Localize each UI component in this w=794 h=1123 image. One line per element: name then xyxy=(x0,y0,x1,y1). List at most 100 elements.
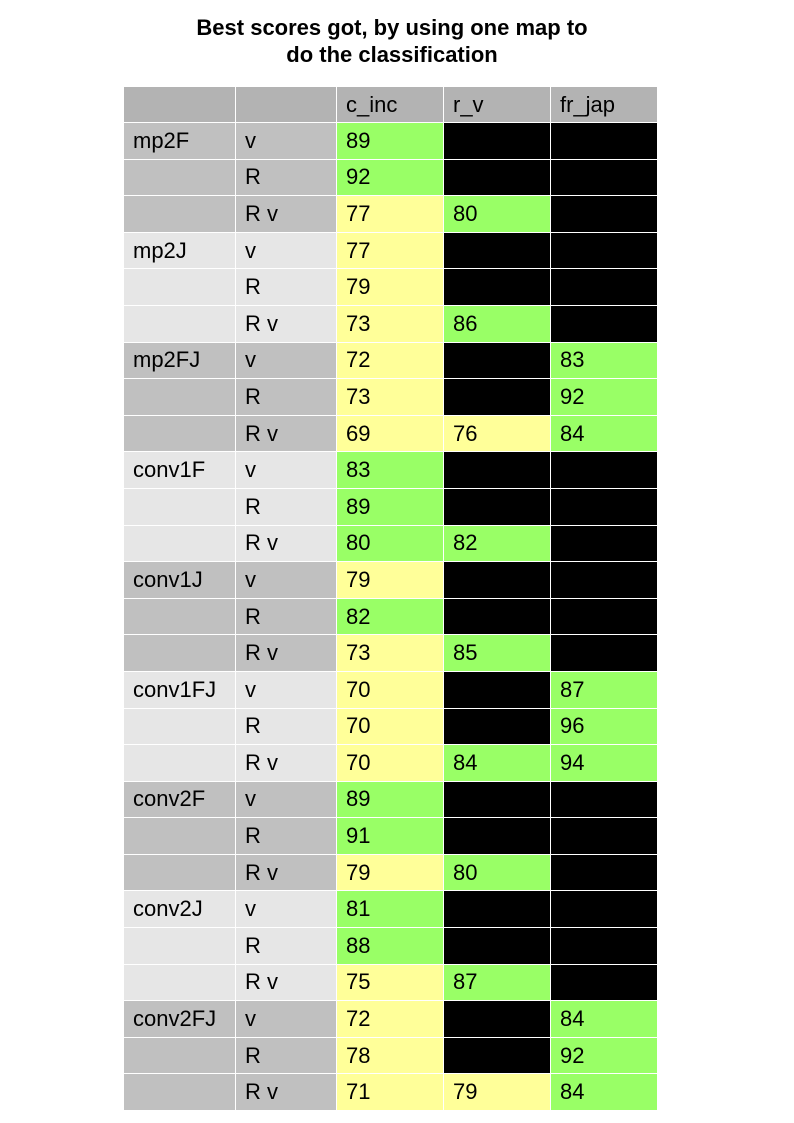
c-inc-score-cell: 89 xyxy=(336,780,444,819)
title-line-2: do the classification xyxy=(286,42,498,67)
feature-cell: R v xyxy=(235,744,337,782)
map-name-cell xyxy=(123,1036,236,1075)
table-row: R 79 xyxy=(123,268,658,306)
table-row: R v 73 86 xyxy=(123,304,658,343)
fr-jap-score-cell xyxy=(550,963,658,1002)
r-v-score-cell: 76 xyxy=(443,414,551,453)
table-row: mp2J v 77 xyxy=(123,231,658,270)
map-name-cell xyxy=(123,597,236,636)
table-row: R v 71 79 84 xyxy=(123,1073,658,1112)
title-line-1: Best scores got, by using one map to xyxy=(196,15,588,40)
map-name-cell xyxy=(123,158,236,197)
scores-table: c_inc r_v fr_jap mp2F v 89 R 92 R v 77 80 mp2J v 7… xyxy=(123,86,658,1112)
map-name-cell: mp2FJ xyxy=(123,341,236,380)
fr-jap-score-cell xyxy=(550,817,658,855)
c-inc-score-cell: 82 xyxy=(336,597,444,636)
c-inc-score-cell: 69 xyxy=(336,414,444,453)
fr-jap-score-cell xyxy=(550,268,658,306)
map-name-cell xyxy=(123,744,236,782)
feature-cell: R v xyxy=(235,524,337,563)
r-v-score-cell: 79 xyxy=(443,1073,551,1112)
feature-cell: R v xyxy=(235,963,337,1002)
r-v-score-cell: 82 xyxy=(443,524,551,563)
table-row: R v 73 85 xyxy=(123,634,658,672)
fr-jap-score-cell xyxy=(550,158,658,197)
map-name-cell: conv1FJ xyxy=(123,670,236,709)
r-v-score-cell xyxy=(443,670,551,709)
map-name-cell xyxy=(123,707,236,746)
r-v-score-cell xyxy=(443,890,551,929)
r-v-score-cell: 84 xyxy=(443,744,551,782)
header-row: c_inc r_v fr_jap xyxy=(123,86,658,123)
feature-cell: R v xyxy=(235,304,337,343)
feature-cell: R xyxy=(235,268,337,306)
c-inc-score-cell: 88 xyxy=(336,927,444,965)
c-inc-score-cell: 77 xyxy=(336,195,444,233)
r-v-score-cell xyxy=(443,561,551,599)
feature-cell: v xyxy=(235,231,337,270)
map-name-cell xyxy=(123,963,236,1002)
table-row: R 73 92 xyxy=(123,378,658,416)
feature-cell: R v xyxy=(235,853,337,892)
map-name-cell: mp2J xyxy=(123,231,236,270)
table-row: R 88 xyxy=(123,927,658,965)
feature-cell: v xyxy=(235,451,337,489)
r-v-score-cell xyxy=(443,487,551,526)
c-inc-score-cell: 83 xyxy=(336,451,444,489)
fr-jap-score-cell xyxy=(550,853,658,892)
table-row: R 89 xyxy=(123,487,658,526)
feature-cell: v xyxy=(235,1000,337,1038)
r-v-score-cell xyxy=(443,817,551,855)
fr-jap-score-cell xyxy=(550,634,658,672)
map-name-cell: conv1J xyxy=(123,561,236,599)
c-inc-score-cell: 73 xyxy=(336,304,444,343)
fr-jap-score-cell xyxy=(550,561,658,599)
c-inc-score-cell: 77 xyxy=(336,231,444,270)
feature-cell: R v xyxy=(235,634,337,672)
fr-jap-score-cell xyxy=(550,195,658,233)
fr-jap-score-cell: 87 xyxy=(550,670,658,709)
table-row: mp2FJ v 72 83 xyxy=(123,341,658,380)
table-row: conv2F v 89 xyxy=(123,780,658,819)
r-v-score-cell xyxy=(443,780,551,819)
c-inc-score-cell: 73 xyxy=(336,378,444,416)
r-v-score-cell xyxy=(443,927,551,965)
feature-cell: v xyxy=(235,341,337,380)
c-inc-score-cell: 78 xyxy=(336,1036,444,1075)
r-v-score-cell xyxy=(443,231,551,270)
map-name-cell: conv1F xyxy=(123,451,236,489)
r-v-score-cell xyxy=(443,268,551,306)
table-row: conv1J v 79 xyxy=(123,561,658,599)
fr-jap-score-cell: 94 xyxy=(550,744,658,782)
map-name-cell: mp2F xyxy=(123,122,236,160)
map-name-cell: conv2FJ xyxy=(123,1000,236,1038)
table-body: mp2F v 89 R 92 R v 77 80 mp2J v 77 R 79 R v 73 86 mp2FJ v… xyxy=(123,122,658,1112)
r-v-score-cell xyxy=(443,451,551,489)
table-row: conv1F v 83 xyxy=(123,451,658,489)
table-row: R v 77 80 xyxy=(123,195,658,233)
fr-jap-score-cell: 96 xyxy=(550,707,658,746)
fr-jap-score-cell: 92 xyxy=(550,1036,658,1075)
header-map xyxy=(123,86,236,123)
c-inc-score-cell: 72 xyxy=(336,1000,444,1038)
c-inc-score-cell: 92 xyxy=(336,158,444,197)
c-inc-score-cell: 73 xyxy=(336,634,444,672)
table-row: R v 69 76 84 xyxy=(123,414,658,453)
page-title: Best scores got, by using one map to do … xyxy=(0,14,784,68)
r-v-score-cell xyxy=(443,1000,551,1038)
table-row: mp2F v 89 xyxy=(123,122,658,160)
table-row: conv1FJ v 70 87 xyxy=(123,670,658,709)
feature-cell: R v xyxy=(235,1073,337,1112)
c-inc-score-cell: 89 xyxy=(336,487,444,526)
feature-cell: v xyxy=(235,670,337,709)
table-row: R v 75 87 xyxy=(123,963,658,1002)
r-v-score-cell: 80 xyxy=(443,853,551,892)
feature-cell: R v xyxy=(235,195,337,233)
c-inc-score-cell: 71 xyxy=(336,1073,444,1112)
fr-jap-score-cell xyxy=(550,304,658,343)
map-name-cell xyxy=(123,378,236,416)
map-name-cell xyxy=(123,1073,236,1112)
fr-jap-score-cell xyxy=(550,122,658,160)
feature-cell: v xyxy=(235,561,337,599)
r-v-score-cell xyxy=(443,122,551,160)
